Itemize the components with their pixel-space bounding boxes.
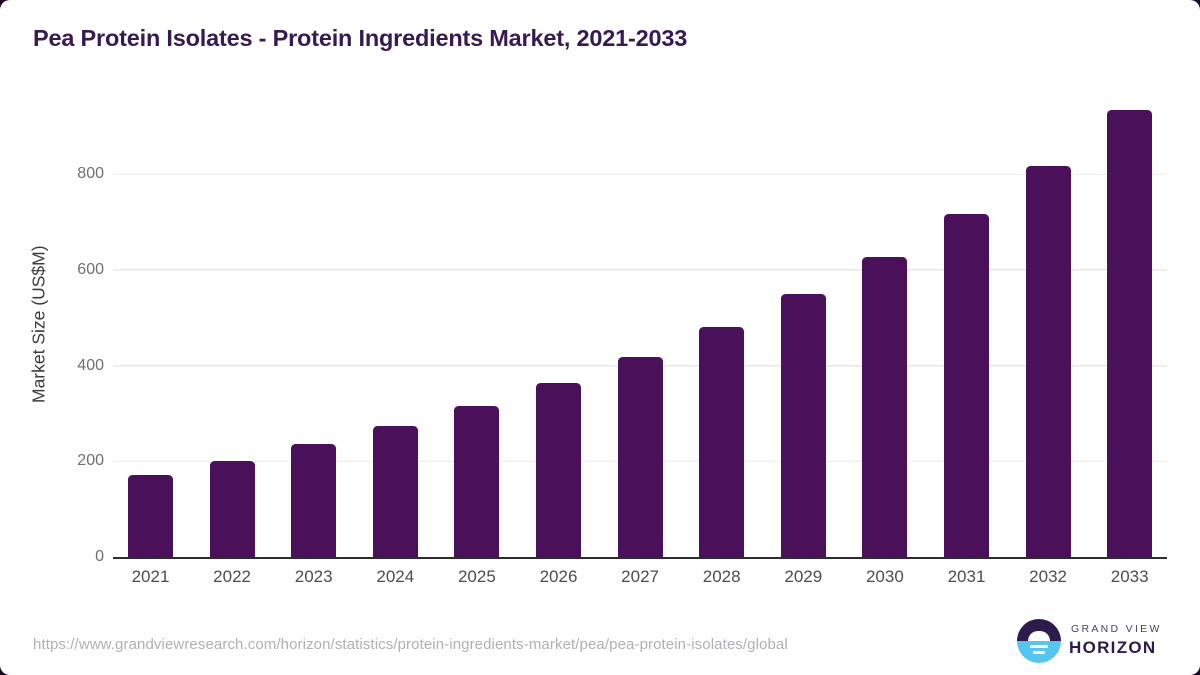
x-tick-label-2032: 2032 [1029,567,1067,586]
gridline-800 [113,173,1167,175]
logo-product-name: HORIZON [1069,638,1157,657]
bar-2022 [209,461,255,557]
bar-2021 [128,475,173,557]
grand-view-horizon-logo: GRAND VIEW HORIZON [1017,619,1162,663]
bar-2028 [699,327,745,557]
x-tick-label-2026: 2026 [539,567,578,586]
bar-2026 [536,383,581,557]
logo-brand-name: GRAND VIEW [1071,623,1162,636]
x-tick-label-2033: 2033 [1110,567,1149,586]
bar-2032 [1025,165,1071,557]
y-tick-label-800: 800 [77,165,104,183]
chart-title: Pea Protein Isolates - Protein Ingredien… [33,25,688,51]
logo-wordmark: GRAND VIEW HORIZON [1069,624,1162,657]
bar-2031 [944,214,989,557]
x-tick-label-2028: 2028 [702,567,741,586]
bar-chart-plot-area: 0 200 400 600 800 2021 2022 2023 2024 2025 2026 202… [77,90,1167,585]
x-tick-label-2023: 2023 [294,567,333,586]
x-tick-label-2029: 2029 [784,567,823,586]
bar-2027 [617,356,663,557]
y-tick-label-400: 400 [77,356,104,374]
bar-2033 [1107,110,1153,557]
x-tick-label-2022: 2022 [213,567,251,586]
x-tick-label-2021: 2021 [131,567,170,586]
gridline-600 [113,269,1167,271]
y-axis-title: Market Size (US$M) [28,245,49,404]
y-tick-label-0: 0 [95,548,104,565]
bar-2024 [372,426,418,557]
reflection-line-icon [1033,650,1045,654]
reflection-line-icon [1030,644,1048,648]
bar-2029 [780,294,826,557]
bar-2030 [862,256,908,557]
x-tick-label-2031: 2031 [947,567,986,586]
x-tick-label-2024: 2024 [376,567,415,586]
source-url-text: https://www.grandviewresearch.com/horizo… [33,636,788,653]
bar-2025 [454,405,500,557]
sun-icon [1028,631,1050,641]
x-tick-label-2030: 2030 [865,567,904,586]
bar-2023 [291,444,337,557]
x-tick-label-2025: 2025 [457,567,496,586]
y-tick-label-600: 600 [77,260,104,278]
x-tick-label-2027: 2027 [621,567,659,586]
y-tick-label-200: 200 [77,452,104,470]
horizon-sun-logo-icon [1017,619,1061,663]
